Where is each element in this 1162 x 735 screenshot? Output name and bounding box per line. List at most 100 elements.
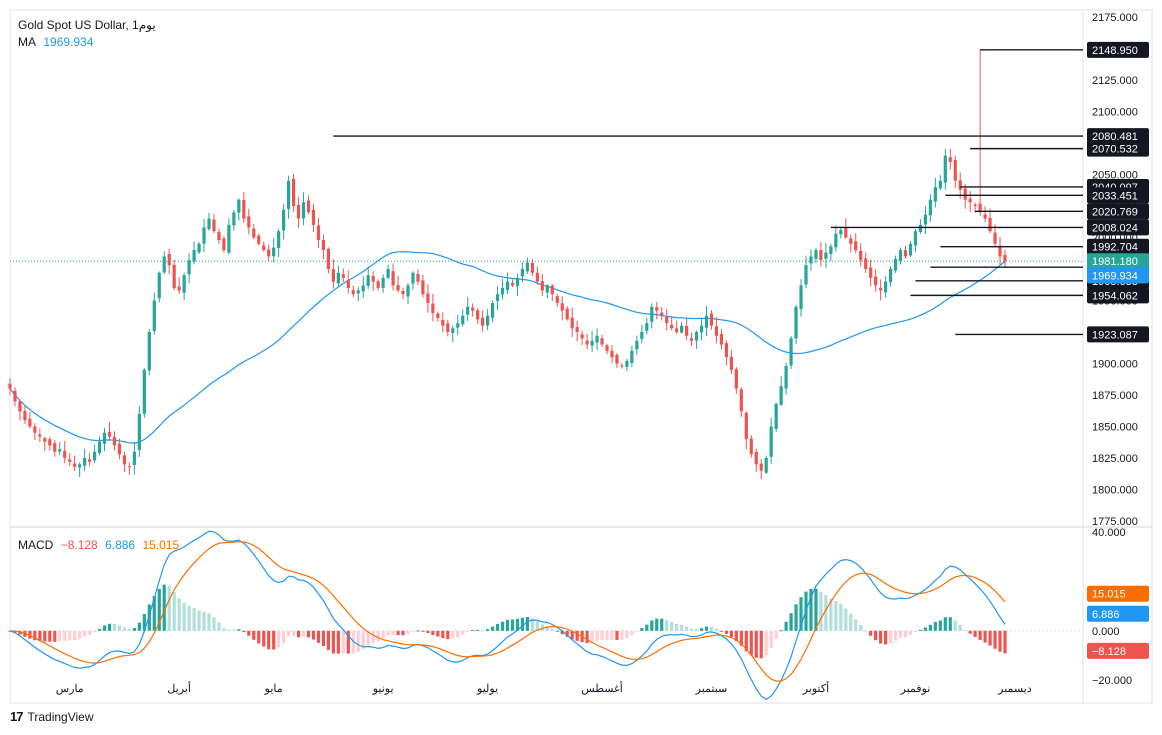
candle-body	[301, 202, 306, 219]
macd-hist-bar	[570, 630, 574, 640]
macd-hist-bar	[913, 630, 918, 633]
tradingview-brand[interactable]: 17 TradingView	[10, 709, 94, 724]
candle-body	[948, 157, 952, 162]
level-tag-label: 1923.087	[1092, 329, 1138, 341]
macd-hist-bar	[704, 626, 709, 631]
macd-hist-bar	[78, 630, 82, 639]
macd-hist-bar	[660, 618, 664, 631]
candle-body	[859, 250, 863, 261]
candle-body	[401, 290, 405, 295]
macd-hist-bar	[142, 613, 146, 631]
candle-body	[620, 365, 624, 367]
macd-hist-bar	[441, 630, 445, 638]
macd-hist-bar	[331, 630, 335, 654]
macd-hist-bar	[381, 630, 385, 639]
candle-body	[207, 218, 211, 230]
candle-body	[893, 258, 898, 271]
ma-tag-label: 1969.934	[1092, 270, 1138, 282]
candle-body	[43, 438, 47, 442]
macd-hist-bar	[724, 630, 728, 634]
macd-hist-bar	[481, 630, 485, 632]
macd-hist-bar	[530, 618, 534, 631]
macd-legend[interactable]: MACD −8.128 6.886 15.015	[18, 538, 183, 552]
candle-body	[973, 204, 977, 206]
macd-hist-bar	[719, 630, 724, 632]
candle-body	[446, 323, 450, 332]
symbol-legend[interactable]: Gold Spot US Dollar, 1يوم	[18, 18, 160, 32]
candle-body	[744, 412, 748, 440]
candle-body	[844, 227, 848, 238]
candle-body	[142, 369, 146, 414]
candle-body	[426, 293, 430, 304]
macd-hist-bar	[406, 630, 410, 634]
candle-body	[839, 229, 843, 235]
ma-legend[interactable]: MA 1969.934	[18, 35, 97, 49]
macd-hist-bar	[107, 623, 112, 631]
macd-hist-bar	[63, 630, 67, 641]
candle-body	[237, 199, 241, 213]
ma-tag	[1087, 267, 1149, 284]
macd-hist-bar	[759, 630, 763, 659]
candle-body	[88, 459, 92, 462]
macd-hist-bar	[754, 630, 758, 658]
macd-hist-bar	[366, 630, 370, 646]
candle-body	[381, 277, 385, 288]
macd-hist-bar	[655, 618, 659, 631]
price-axis[interactable]: 1775.000 1800.000 1825.000 1850.000 1875.000…	[1087, 12, 1149, 687]
macd-hist-bar	[53, 630, 57, 642]
macd-hist-bar	[287, 630, 291, 637]
candle-body	[640, 332, 644, 339]
macd-hist-bar	[565, 630, 569, 637]
macd-hist-bar	[1003, 630, 1007, 654]
macd-hist-bar	[83, 630, 87, 637]
macd-hist-bar	[600, 630, 604, 641]
candle-body	[699, 325, 704, 333]
macd-hist-bar	[461, 630, 465, 635]
candle-body	[570, 317, 574, 329]
macd-hist-bar	[162, 584, 166, 631]
macd-hist-bar	[391, 630, 395, 635]
price-tick-label: 1800.000	[1092, 485, 1138, 497]
macd-hist-bar	[296, 630, 301, 638]
candle-body	[386, 269, 390, 278]
candle-body	[978, 203, 982, 213]
macd-hist-bar	[764, 630, 768, 656]
macd-hist-bar	[361, 630, 365, 650]
macd-hist-bar	[486, 629, 490, 631]
candle-body	[117, 443, 122, 455]
candle-body	[650, 306, 654, 322]
candle-body	[461, 315, 465, 325]
candle-body	[187, 260, 191, 275]
candle-body	[704, 315, 709, 328]
chart-frame	[9, 9, 1153, 704]
candle-body	[525, 262, 529, 272]
macd-hist-bar	[177, 598, 181, 631]
macd-hist-bar	[451, 630, 455, 639]
candle-body	[451, 328, 455, 333]
macd-hist-bar	[555, 630, 559, 632]
macd-hist-bar	[898, 630, 903, 639]
candle-body	[257, 235, 261, 244]
candle-body	[177, 286, 181, 291]
macd-hist-bar	[97, 628, 102, 631]
macd-hist-bar	[197, 610, 201, 631]
level-tag-label: 1992.704	[1092, 242, 1138, 254]
time-axis[interactable]: مارس أبريل مايو يونيو يوليو أغسطس سبتمبر أكتوبر…	[56, 681, 1032, 695]
macd-hist-bar	[431, 630, 435, 636]
macd-hist-bar	[301, 630, 306, 637]
price-tick-label: 1775.000	[1092, 516, 1138, 528]
candle-body	[13, 390, 17, 402]
candle-body	[580, 334, 584, 339]
macd-hist-bar	[48, 630, 52, 642]
macd-hist-bar	[635, 630, 639, 632]
candle-body	[162, 256, 166, 273]
candle-body	[714, 326, 719, 336]
macd-hist-bar	[237, 629, 241, 631]
macd-hist-bar	[152, 595, 156, 631]
candle-body	[262, 245, 266, 251]
price-tick-label: 1825.000	[1092, 453, 1138, 465]
level-tag	[1087, 41, 1149, 58]
candle-body	[376, 281, 380, 288]
candle-body	[316, 225, 321, 241]
macd-legend-label: MACD	[18, 538, 54, 552]
